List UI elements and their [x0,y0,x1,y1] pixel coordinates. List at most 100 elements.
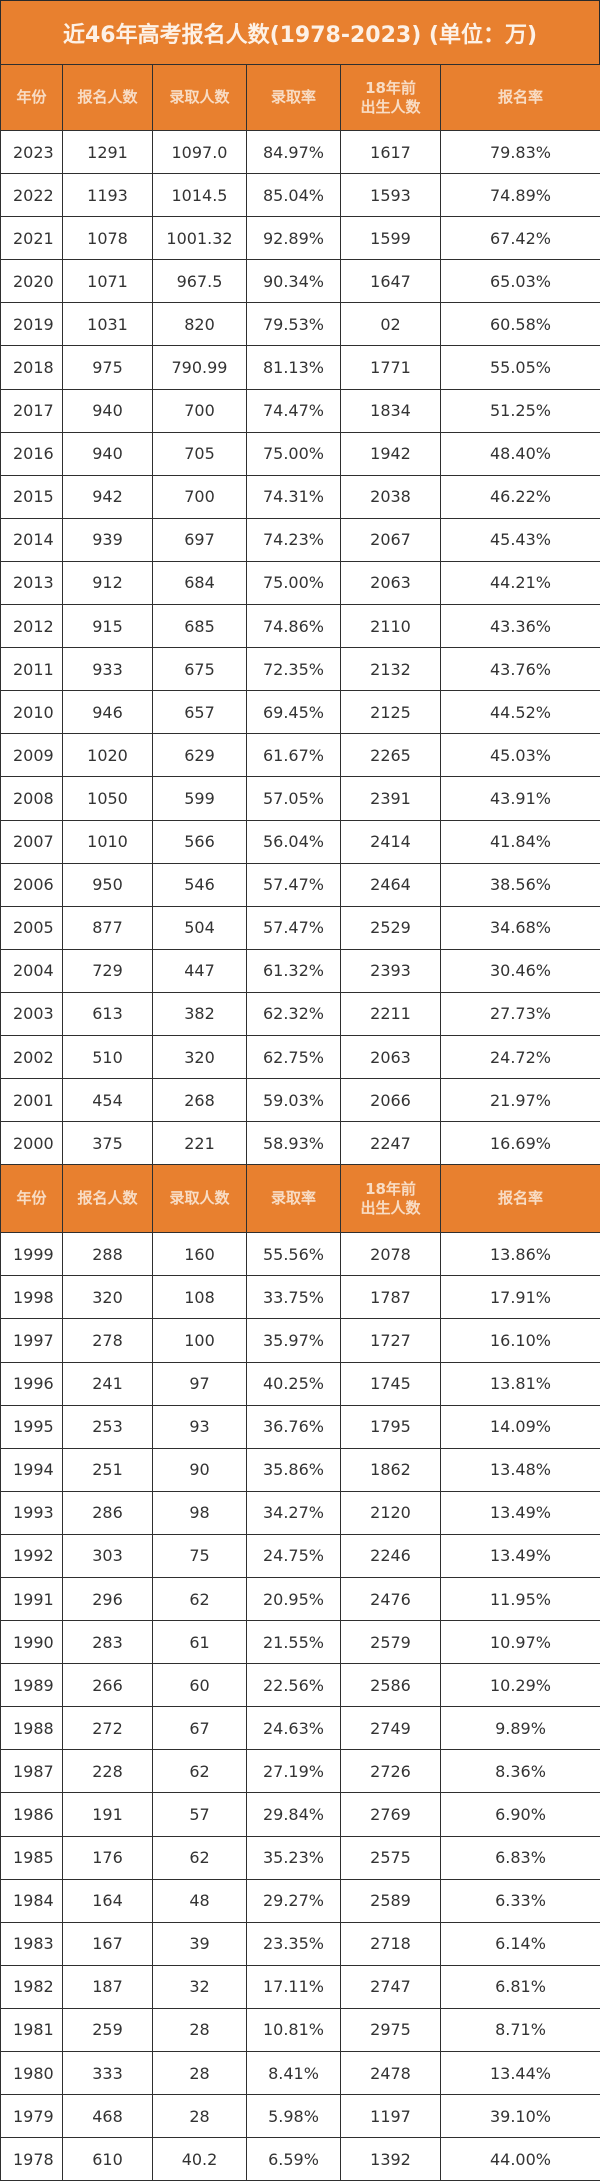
cell-births-18y-prior: 2476 [340,1576,441,1622]
cell-year: 1994 [0,1447,63,1492]
cell-applicants: 1071 [62,259,153,304]
cell-admitted: 657 [152,690,247,735]
table-row: 2023 1291 1097.0 84.97% 1617 79.83% [0,129,600,175]
cell-admitted: 28 [152,2094,247,2139]
cell-births-18y-prior: 1834 [340,388,441,433]
cell-applicants: 259 [62,2007,153,2053]
cell-admitted: 685 [152,604,247,649]
cell-year: 1990 [0,1620,63,1665]
cell-application-rate: 79.83% [440,129,600,175]
cell-admission-rate: 55.56% [246,1232,341,1277]
header-year: 年份 [0,1164,63,1234]
table-row: 1980 333 28 8.41% 2478 13.44% [0,2051,600,2096]
cell-year: 1988 [0,1706,63,1751]
cell-admission-rate: 40.25% [246,1361,341,1406]
cell-year: 2019 [0,302,63,347]
cell-application-rate: 13.48% [440,1447,600,1492]
cell-births-18y-prior: 2769 [340,1792,441,1837]
cell-application-rate: 30.46% [440,948,600,993]
header-admitted: 录取人数 [152,1164,247,1234]
cell-admission-rate: 61.32% [246,948,341,993]
cell-admitted: 40.2 [152,2137,247,2182]
table-row: 2011 933 675 72.35% 2132 43.76% [0,647,600,692]
cell-year: 2015 [0,474,63,519]
cell-year: 2018 [0,345,63,390]
table-row: 1984 164 48 29.27% 2589 6.33% [0,1878,600,1923]
cell-applicants: 333 [62,2051,153,2096]
cell-application-rate: 13.49% [440,1533,600,1579]
cell-application-rate: 9.89% [440,1706,600,1751]
cell-year: 2017 [0,388,63,433]
cell-applicants: 940 [62,388,153,433]
cell-births-18y-prior: 2078 [340,1232,441,1277]
cell-applicants: 933 [62,647,153,692]
cell-application-rate: 45.03% [440,733,600,778]
cell-births-18y-prior: 2063 [340,1034,441,1080]
cell-year: 2005 [0,905,63,950]
cell-births-18y-prior: 2726 [340,1749,441,1794]
cell-application-rate: 65.03% [440,259,600,304]
table-row: 1998 320 108 33.75% 1787 17.91% [0,1275,600,1320]
table-row: 2004 729 447 61.32% 2393 30.46% [0,948,600,993]
cell-admitted: 90 [152,1447,247,1492]
cell-admission-rate: 75.00% [246,560,341,606]
table-row: 1992 303 75 24.75% 2246 13.49% [0,1533,600,1579]
cell-admission-rate: 69.45% [246,690,341,735]
cell-applicants: 729 [62,948,153,993]
cell-application-rate: 74.89% [440,173,600,218]
cell-application-rate: 10.29% [440,1663,600,1708]
cell-admission-rate: 74.47% [246,388,341,433]
cell-applicants: 454 [62,1078,153,1123]
cell-application-rate: 8.36% [440,1749,600,1794]
cell-admitted: 62 [152,1749,247,1794]
cell-year: 2023 [0,129,63,175]
gaokao-table: 年份 报名人数 录取人数 录取率 18年前 出生人数 报名率 2023 1291 1097.0 8… [0,64,600,2182]
cell-applicants: 283 [62,1620,153,1665]
cell-admission-rate: 61.67% [246,733,341,778]
cell-admission-rate: 34.27% [246,1490,341,1535]
cell-admitted: 820 [152,302,247,347]
cell-admitted: 268 [152,1078,247,1123]
cell-year: 1997 [0,1318,63,1363]
table-row: 2016 940 705 75.00% 1942 48.40% [0,431,600,476]
cell-admission-rate: 85.04% [246,173,341,218]
cell-births-18y-prior: 2747 [340,1964,441,2009]
cell-admission-rate: 24.63% [246,1706,341,1751]
cell-births-18y-prior: 2067 [340,517,441,562]
table-row: 1996 241 97 40.25% 1745 13.81% [0,1361,600,1406]
table-row: 2012 915 685 74.86% 2110 43.36% [0,604,600,649]
cell-admitted: 75 [152,1533,247,1579]
cell-admitted: 320 [152,1034,247,1080]
cell-births-18y-prior: 2246 [340,1533,441,1579]
cell-admitted: 221 [152,1121,247,1166]
cell-admission-rate: 75.00% [246,431,341,476]
cell-applicants: 296 [62,1576,153,1622]
cell-admitted: 790.99 [152,345,247,390]
table-row: 2000 375 221 58.93% 2247 16.69% [0,1121,600,1166]
cell-applicants: 610 [62,2137,153,2182]
cell-admission-rate: 29.27% [246,1878,341,1923]
cell-admitted: 61 [152,1620,247,1665]
cell-births-18y-prior: 2464 [340,862,441,907]
cell-year: 1999 [0,1232,63,1277]
cell-applicants: 877 [62,905,153,950]
cell-admission-rate: 35.97% [246,1318,341,1363]
table-row: 1986 191 57 29.84% 2769 6.90% [0,1792,600,1837]
table-row: 2018 975 790.99 81.13% 1771 55.05% [0,345,600,390]
table-row: 1979 468 28 5.98% 1197 39.10% [0,2094,600,2139]
cell-admitted: 48 [152,1878,247,1923]
cell-births-18y-prior: 1197 [340,2094,441,2139]
cell-applicants: 950 [62,862,153,907]
cell-application-rate: 13.86% [440,1232,600,1277]
cell-year: 2008 [0,776,63,821]
cell-applicants: 303 [62,1533,153,1579]
cell-admitted: 697 [152,517,247,562]
table-row: 2017 940 700 74.47% 1834 51.25% [0,388,600,433]
cell-admission-rate: 21.55% [246,1620,341,1665]
cell-year: 2002 [0,1034,63,1080]
cell-applicants: 167 [62,1921,153,1966]
cell-year: 1998 [0,1275,63,1320]
table-row: 2021 1078 1001.32 92.89% 1599 67.42% [0,216,600,261]
table-row: 2022 1193 1014.5 85.04% 1593 74.89% [0,173,600,218]
table-row: 2008 1050 599 57.05% 2391 43.91% [0,776,600,821]
